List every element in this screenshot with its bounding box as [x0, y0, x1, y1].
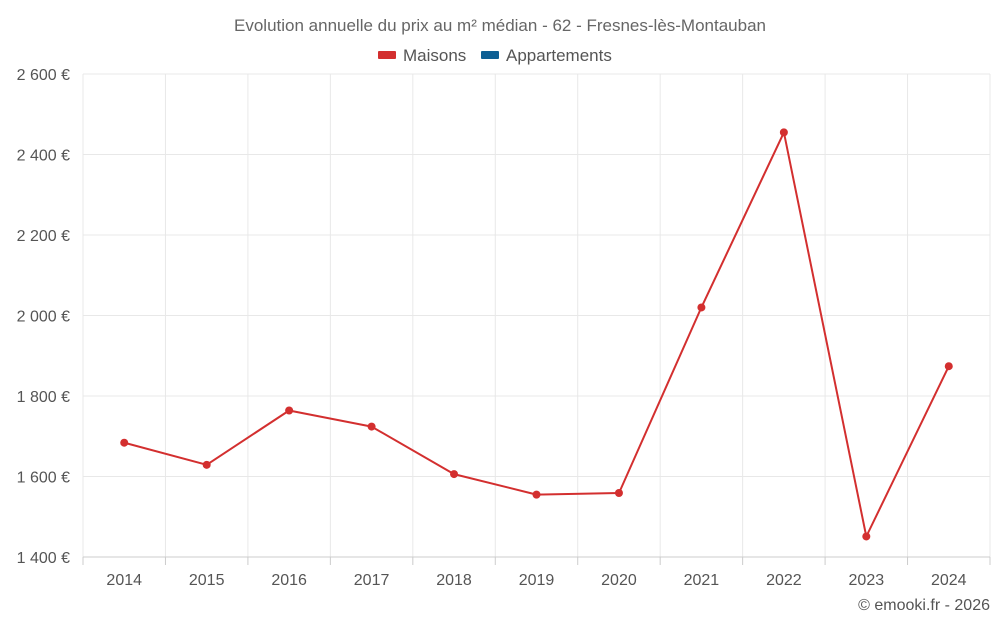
legend-item-appartements[interactable]: Appartements: [481, 46, 612, 65]
y-tick-label: 2 600 €: [17, 67, 70, 84]
chart-title: Evolution annuelle du prix au m² médian …: [234, 16, 766, 35]
legend-label-appartements: Appartements: [506, 46, 612, 65]
y-tick-label: 2 400 €: [17, 148, 70, 165]
legend-item-maisons[interactable]: Maisons: [378, 46, 466, 65]
axes: 1 400 € 1 600 € 1 800 € 2 000 € 2 200 € 2 400…: [17, 67, 991, 589]
data-point[interactable]: [367, 422, 376, 431]
legend-swatch-maisons: [378, 51, 396, 59]
x-tick-label: 2019: [519, 572, 555, 589]
data-point[interactable]: [450, 470, 459, 479]
x-tick-label: 2023: [849, 572, 885, 589]
x-tick-label: 2021: [684, 572, 720, 589]
x-tick-label: 2015: [189, 572, 225, 589]
x-tick-label: 2018: [436, 572, 472, 589]
legend-swatch-appartements: [481, 51, 499, 59]
data-point[interactable]: [779, 128, 788, 137]
data-point[interactable]: [944, 362, 953, 371]
series: [120, 128, 953, 541]
data-point[interactable]: [285, 406, 294, 415]
data-point[interactable]: [614, 489, 623, 498]
y-tick-label: 1 800 €: [17, 389, 70, 406]
data-point[interactable]: [697, 303, 706, 312]
x-tick-label: 2020: [601, 572, 637, 589]
data-point[interactable]: [532, 490, 541, 499]
data-point[interactable]: [862, 532, 871, 541]
grid: [82, 73, 991, 557]
data-point[interactable]: [120, 438, 129, 447]
y-tick-label: 2 200 €: [17, 228, 70, 245]
y-tick-label: 1 400 €: [17, 550, 70, 567]
x-tick-label: 2014: [106, 572, 142, 589]
y-tick-label: 1 600 €: [17, 470, 70, 487]
y-tick-label: 2 000 €: [17, 309, 70, 326]
credit-text: © emooki.fr - 2026: [858, 597, 990, 614]
x-tick-label: 2016: [271, 572, 307, 589]
data-point[interactable]: [202, 460, 211, 469]
x-tick-label: 2022: [766, 572, 802, 589]
legend-label-maisons: Maisons: [403, 46, 466, 65]
legend: Maisons Appartements: [378, 46, 612, 65]
x-tick-label: 2024: [931, 572, 967, 589]
x-tick-label: 2017: [354, 572, 390, 589]
